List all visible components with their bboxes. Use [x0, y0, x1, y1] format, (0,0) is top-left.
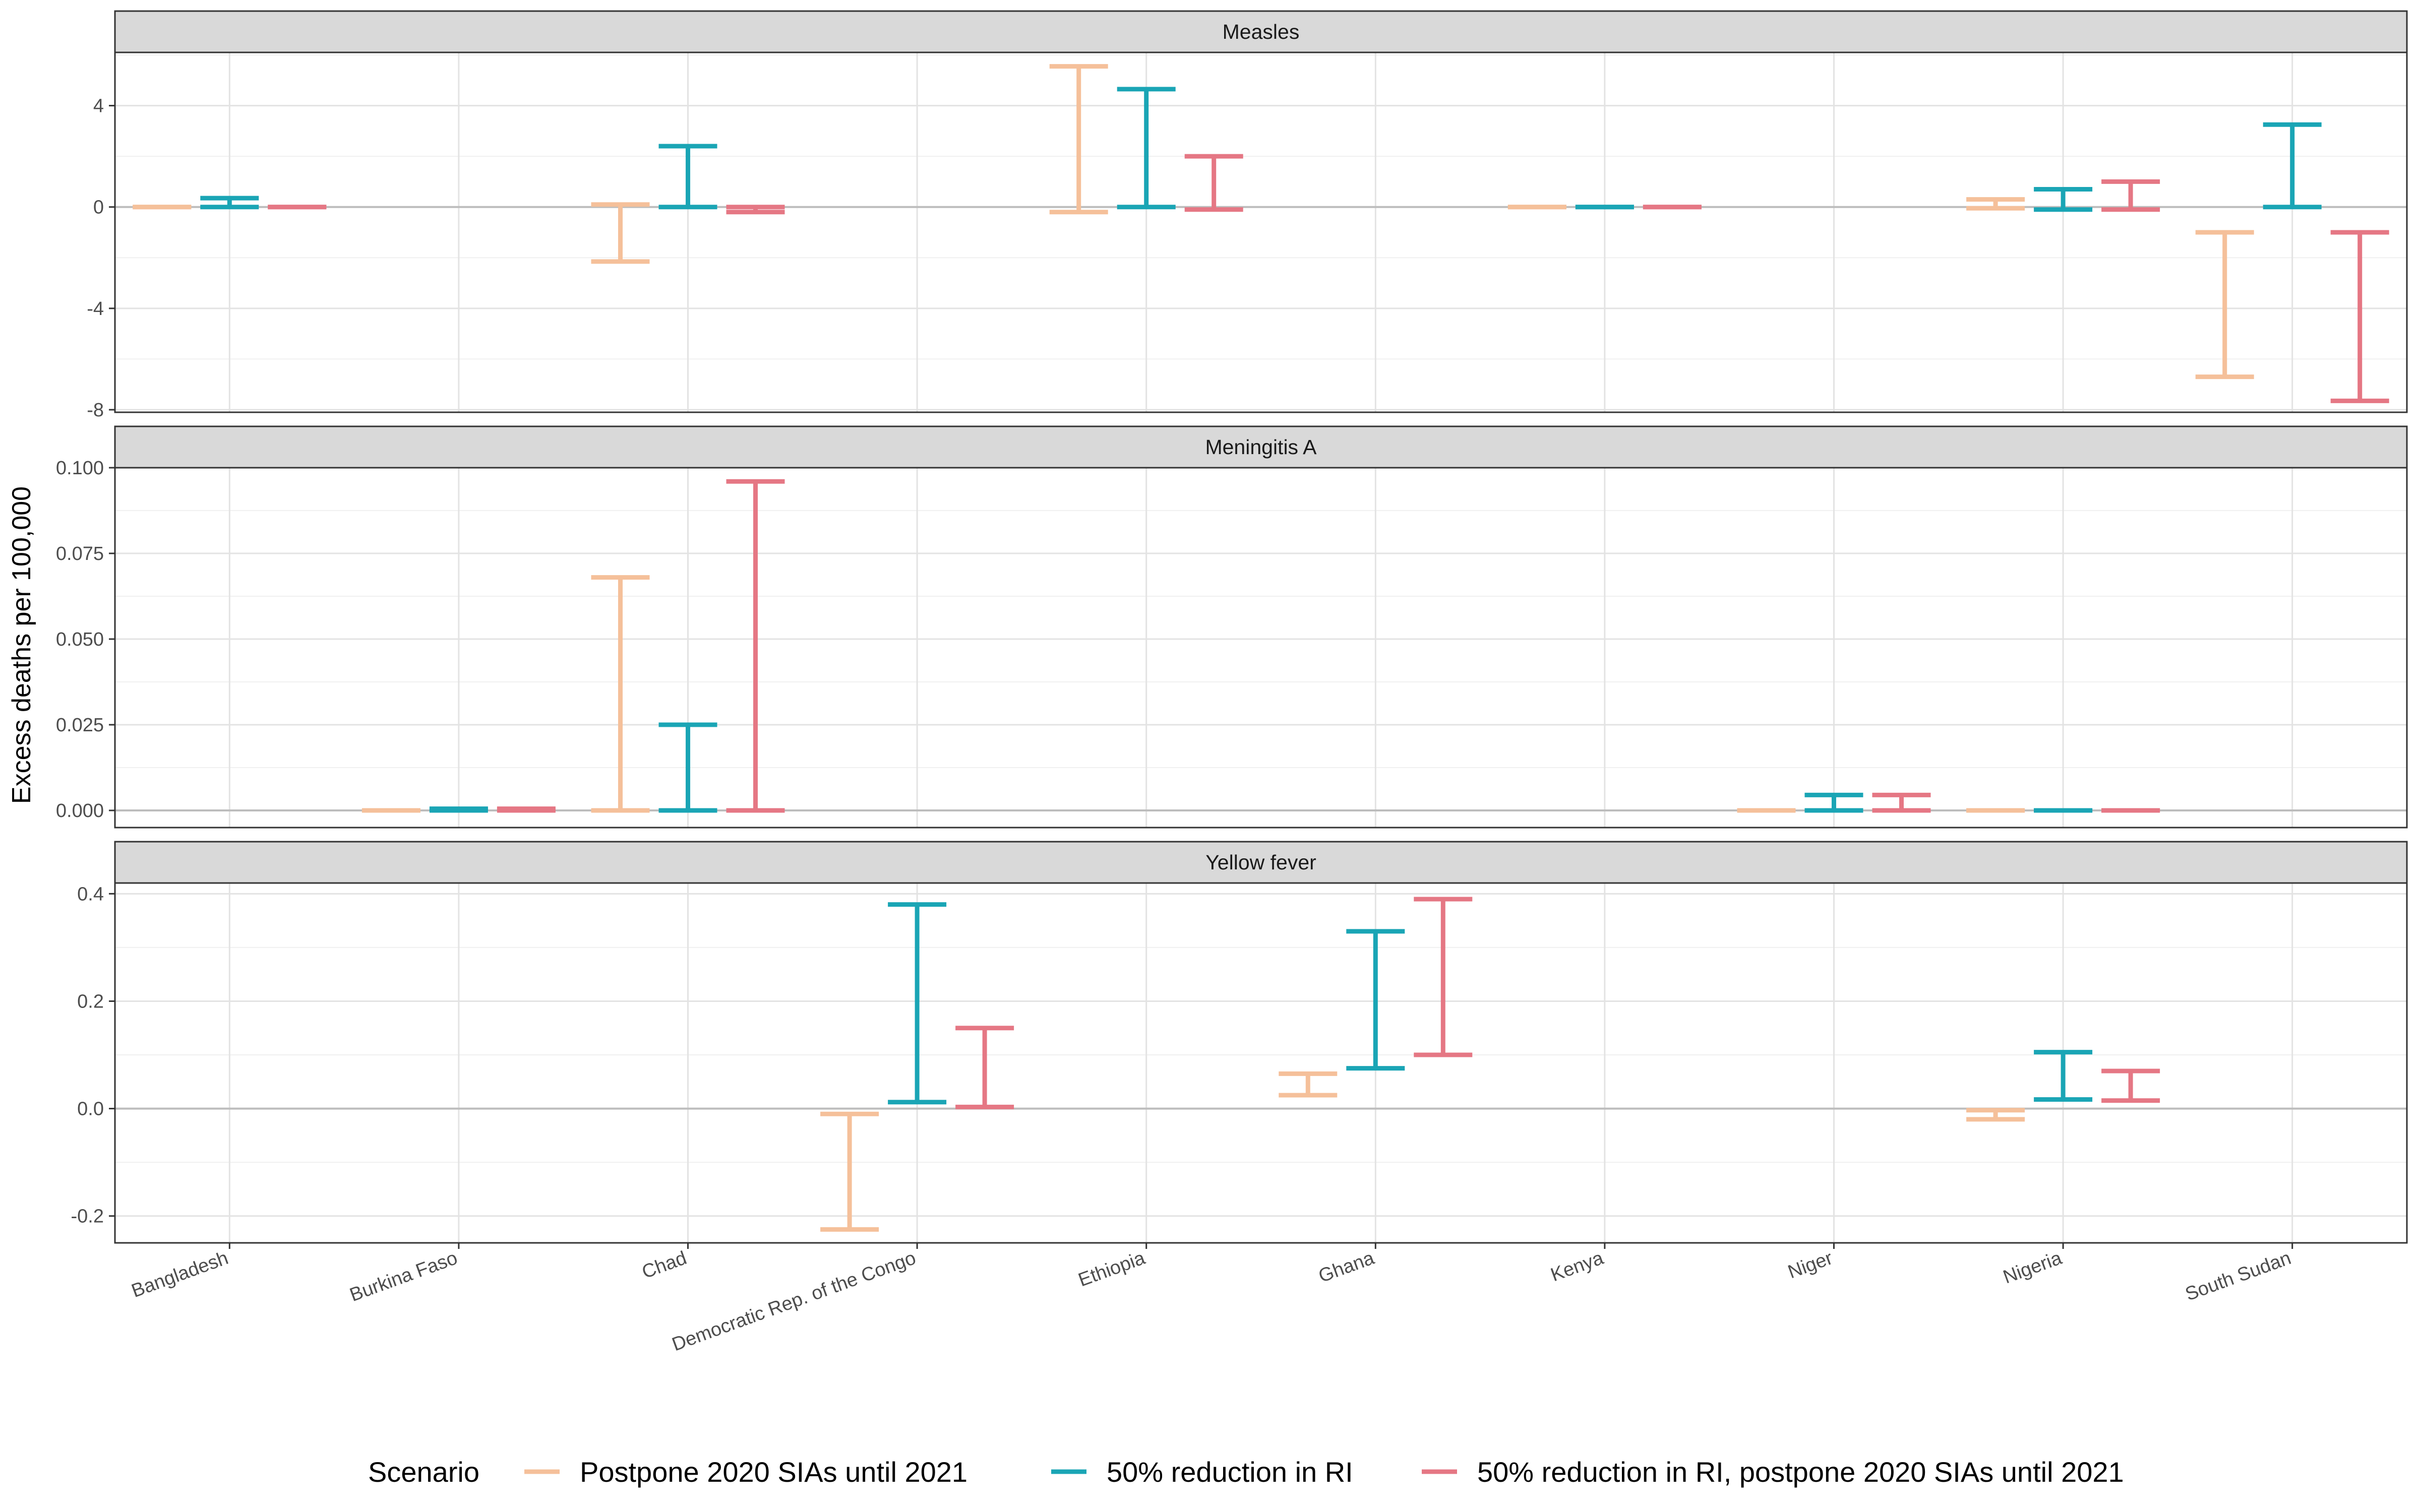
y-axis-label: Excess deaths per 100,000	[7, 486, 36, 804]
errorbar-burkina-faso-s2	[497, 806, 556, 813]
chart-panels: Measles 4 0 -4 -8 Meningitis A 0.100 0.075 0.050…	[56, 10, 2408, 1244]
panel-yellow-fever: Yellow fever 0.4 0.2 0.0 -0.2	[71, 841, 2408, 1244]
y-tick-label: -0.2	[71, 1206, 104, 1227]
x-tick-label: Nigeria	[2001, 1247, 2065, 1288]
errorbar-chad-s0	[591, 202, 650, 264]
y-tick-label: 4	[93, 96, 104, 117]
errorbar-nigeria-s1	[2034, 1050, 2093, 1102]
x-tick-label: Bangladesh	[129, 1247, 231, 1302]
errorbar-burkina-faso-s1	[429, 806, 488, 813]
panel-measles: Measles 4 0 -4 -8	[87, 10, 2408, 421]
errorbar-nigeria-s0	[1966, 1108, 2025, 1122]
errorbar-chad-s2	[726, 205, 785, 215]
errorbar-ethiopia-s0	[1049, 64, 1108, 215]
errorbar-niger-s2	[1872, 792, 1931, 813]
x-tick-label: Democratic Rep. of the Congo	[669, 1247, 919, 1355]
errorbar-nigeria-s0	[1966, 197, 2025, 211]
errorbar-chad-s2	[726, 479, 785, 813]
errorbar-nigeria-s2	[2101, 179, 2160, 212]
errorbar-democratic-rep-of-the-congo-s1	[888, 902, 947, 1105]
panel-background	[115, 52, 2407, 412]
x-tick-label: Kenya	[1548, 1247, 1606, 1286]
panel-meningitis-a: Meningitis A 0.100 0.075 0.050 0.025 0.000	[56, 425, 2408, 829]
x-tick-label: Ethiopia	[1075, 1247, 1148, 1291]
panel-strip	[114, 10, 2408, 53]
y-tick-label: 0.000	[56, 800, 104, 822]
errorbar-ethiopia-s1	[1117, 87, 1176, 210]
panel-title: Yellow fever	[1205, 851, 1316, 874]
errorbar-south-sudan-s0	[2195, 230, 2254, 380]
panel-border	[114, 882, 2408, 1244]
y-tick-label: 0.4	[77, 884, 104, 905]
x-tick-label: Burkina Faso	[347, 1247, 460, 1306]
legend: Scenario Postpone 2020 SIAs until 2021 50%…	[368, 1456, 2124, 1488]
errorbar-niger-s1	[1804, 792, 1863, 813]
panel-strip	[114, 425, 2408, 469]
y-tick-label: 0.100	[56, 458, 104, 479]
panel-background	[115, 883, 2407, 1243]
legend-label: Postpone 2020 SIAs until 2021	[580, 1456, 967, 1488]
y-tick-label: 0.0	[77, 1099, 104, 1120]
panel-border	[114, 51, 2408, 413]
errorbar-ghana-s2	[1414, 897, 1473, 1057]
x-tick-label: South Sudan	[2183, 1247, 2294, 1305]
errorbar-south-sudan-s2	[2330, 230, 2389, 403]
errorbar-bangladesh-s1	[200, 196, 259, 210]
y-tick-label: -8	[87, 400, 104, 421]
y-tick-label: 0.075	[56, 543, 104, 564]
panel-border	[114, 467, 2408, 829]
errorbar-democratic-rep-of-the-congo-s2	[955, 1026, 1014, 1109]
errorbar-nigeria-s2	[2101, 1068, 2160, 1103]
y-tick-label: 0.050	[56, 629, 104, 650]
errorbar-south-sudan-s1	[2263, 122, 2322, 210]
errorbar-chad-s1	[658, 722, 717, 813]
panel-title: Measles	[1223, 20, 1300, 43]
legend-title: Scenario	[368, 1456, 479, 1488]
y-tick-label: 0.2	[77, 991, 104, 1012]
y-tick-label: -4	[87, 298, 104, 320]
errorbar-ghana-s0	[1279, 1071, 1338, 1098]
errorbar-ghana-s1	[1346, 929, 1405, 1071]
errorbar-nigeria-s1	[2034, 187, 2093, 212]
x-tick-label: Niger	[1785, 1247, 1836, 1283]
x-tick-label: Chad	[639, 1247, 690, 1283]
x-tick-label: Ghana	[1316, 1247, 1377, 1287]
errorbar-chad-s0	[591, 575, 650, 813]
legend-label: 50% reduction in RI, postpone 2020 SIAs …	[1477, 1456, 2124, 1488]
y-tick-label: 0	[93, 197, 104, 218]
errorbar-ethiopia-s2	[1184, 154, 1243, 212]
panel-title: Meningitis A	[1205, 435, 1317, 459]
errorbar-chad-s1	[658, 144, 717, 210]
errorbar-democratic-rep-of-the-congo-s0	[820, 1111, 879, 1232]
y-tick-label: 0.025	[56, 715, 104, 736]
legend-label: 50% reduction in RI	[1107, 1456, 1353, 1488]
